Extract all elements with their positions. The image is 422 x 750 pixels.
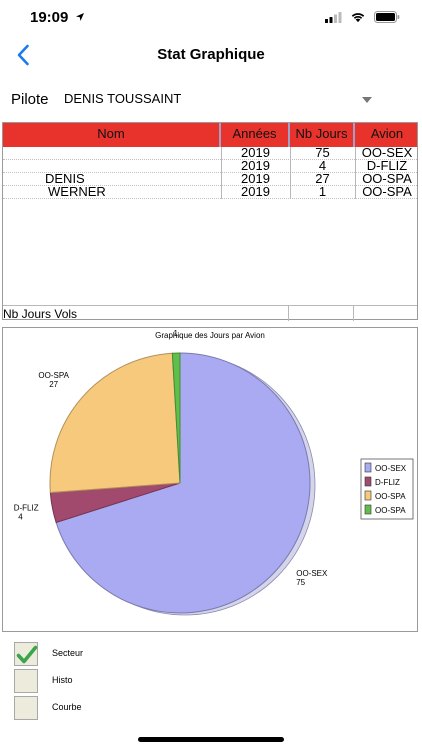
cell-annee: 2019 xyxy=(241,145,270,160)
back-button[interactable] xyxy=(8,40,38,70)
location-arrow-icon xyxy=(75,13,84,21)
cell-nom: DENIS xyxy=(45,171,85,186)
cell-avion: D-FLIZ xyxy=(366,158,408,173)
table-row[interactable]: WERNER 2019 1 OO-SPA xyxy=(3,184,417,199)
pie-slice-0[interactable] xyxy=(55,352,311,614)
column-divider xyxy=(221,147,222,199)
slice-label-value-0: 75 xyxy=(296,578,305,587)
slice-label-value-2: 27 xyxy=(49,380,58,389)
checkmark-icon xyxy=(16,645,38,664)
header-nom[interactable]: Nom xyxy=(3,123,221,147)
legend-swatch-3 xyxy=(364,504,372,515)
slice-label-name-1: D-FLIZ xyxy=(14,503,39,512)
pie-chart: Graphique des Jours par Avion OO-SEX75D-… xyxy=(14,328,414,616)
courbe-label: Courbe xyxy=(52,702,82,712)
cell-nb-jours: 1 xyxy=(318,184,327,199)
page-title: Stat Graphique xyxy=(157,46,265,63)
cell-annee: 2019 xyxy=(241,184,270,199)
table-footer: Nb Jours Vols xyxy=(3,305,417,321)
chart-title: Graphique des Jours par Avion xyxy=(155,331,265,340)
table-row[interactable]: 2019 4 D-FLIZ xyxy=(3,158,417,173)
cell-nb-jours: 4 xyxy=(318,158,327,173)
pilot-label: Pilote xyxy=(11,91,49,108)
legend-swatch-0 xyxy=(364,462,372,473)
slice-label-value-1: 4 xyxy=(18,512,23,521)
header-annees[interactable]: Années xyxy=(221,123,290,147)
footer-total-label: Nb Jours Vols xyxy=(3,307,78,321)
option-histo[interactable]: Histo xyxy=(14,669,214,695)
pilot-row: Pilote DENIS TOUSSAINT xyxy=(0,84,422,114)
legend-label-0: OO-SEX xyxy=(375,464,407,473)
legend-swatch-1 xyxy=(364,476,372,487)
slice-label-value-3: 1 xyxy=(174,329,179,338)
histo-checkbox[interactable] xyxy=(14,669,38,693)
pilot-value: DENIS TOUSSAINT xyxy=(64,91,182,106)
option-secteur[interactable]: Secteur xyxy=(14,642,214,668)
status-icons xyxy=(325,11,400,23)
legend-label-2: OO-SPA xyxy=(375,492,406,501)
option-courbe[interactable]: Courbe xyxy=(14,696,214,722)
cell-avion: OO-SPA xyxy=(362,184,412,199)
cell-nb-jours: 27 xyxy=(315,171,330,186)
flight-stats-table: Nom Années Nb Jours Avion 2019 75 OO-SEX… xyxy=(2,122,418,321)
status-time: 19:09 xyxy=(30,9,85,26)
home-indicator xyxy=(138,737,284,742)
column-divider xyxy=(355,147,356,199)
cellular-signal-icon xyxy=(325,11,342,23)
cell-nb-jours: 75 xyxy=(315,145,330,160)
table-row[interactable]: DENIS 2019 27 OO-SPA xyxy=(3,171,417,186)
slice-label-name-2: OO-SPA xyxy=(38,371,69,380)
column-divider xyxy=(353,306,354,321)
status-bar: 19:09 xyxy=(0,0,422,38)
column-divider xyxy=(290,147,291,199)
pie-slices xyxy=(49,352,316,616)
table-header: Nom Années Nb Jours Avion xyxy=(3,123,417,147)
table-row[interactable]: 2019 75 OO-SEX xyxy=(3,145,417,160)
navbar: Stat Graphique xyxy=(0,38,422,74)
cell-nom: WERNER xyxy=(48,184,106,199)
wifi-icon xyxy=(351,12,365,22)
dropdown-caret-icon xyxy=(362,97,372,103)
legend-label-3: OO-SPA xyxy=(375,506,406,515)
slice-label-name-0: OO-SEX xyxy=(296,569,328,578)
header-avion[interactable]: Avion xyxy=(370,126,404,141)
secteur-label: Secteur xyxy=(52,648,84,658)
battery-icon xyxy=(374,11,400,23)
status-time-text: 19:09 xyxy=(30,9,69,26)
chart-legend: OO-SEX D-FLIZ OO-SPA OO-SPA xyxy=(360,458,414,520)
slice-label-name-3: OO-SPA xyxy=(161,328,192,329)
cell-avion: OO-SPA xyxy=(362,171,412,186)
pie-slice-2[interactable] xyxy=(49,352,181,494)
cell-annee: 2019 xyxy=(241,158,270,173)
column-divider xyxy=(288,306,289,321)
secteur-checkbox[interactable] xyxy=(14,642,38,666)
pie-slice-3[interactable] xyxy=(171,352,181,484)
legend-swatch-2 xyxy=(364,490,372,501)
cell-nom xyxy=(3,146,221,159)
courbe-checkbox[interactable] xyxy=(14,696,38,720)
header-nb-jours[interactable]: Nb Jours xyxy=(290,123,355,147)
pilot-dropdown[interactable]: DENIS TOUSSAINT xyxy=(60,88,380,112)
chevron-left-icon xyxy=(17,44,29,66)
legend-label-1: D-FLIZ xyxy=(375,478,400,487)
cell-annee: 2019 xyxy=(241,171,270,186)
cell-avion: OO-SEX xyxy=(361,145,413,160)
pie-chart-panel: Graphique des Jours par Avion OO-SEX 75 D-… xyxy=(2,327,418,632)
cell-nom xyxy=(3,159,221,172)
histo-label: Histo xyxy=(52,675,73,685)
